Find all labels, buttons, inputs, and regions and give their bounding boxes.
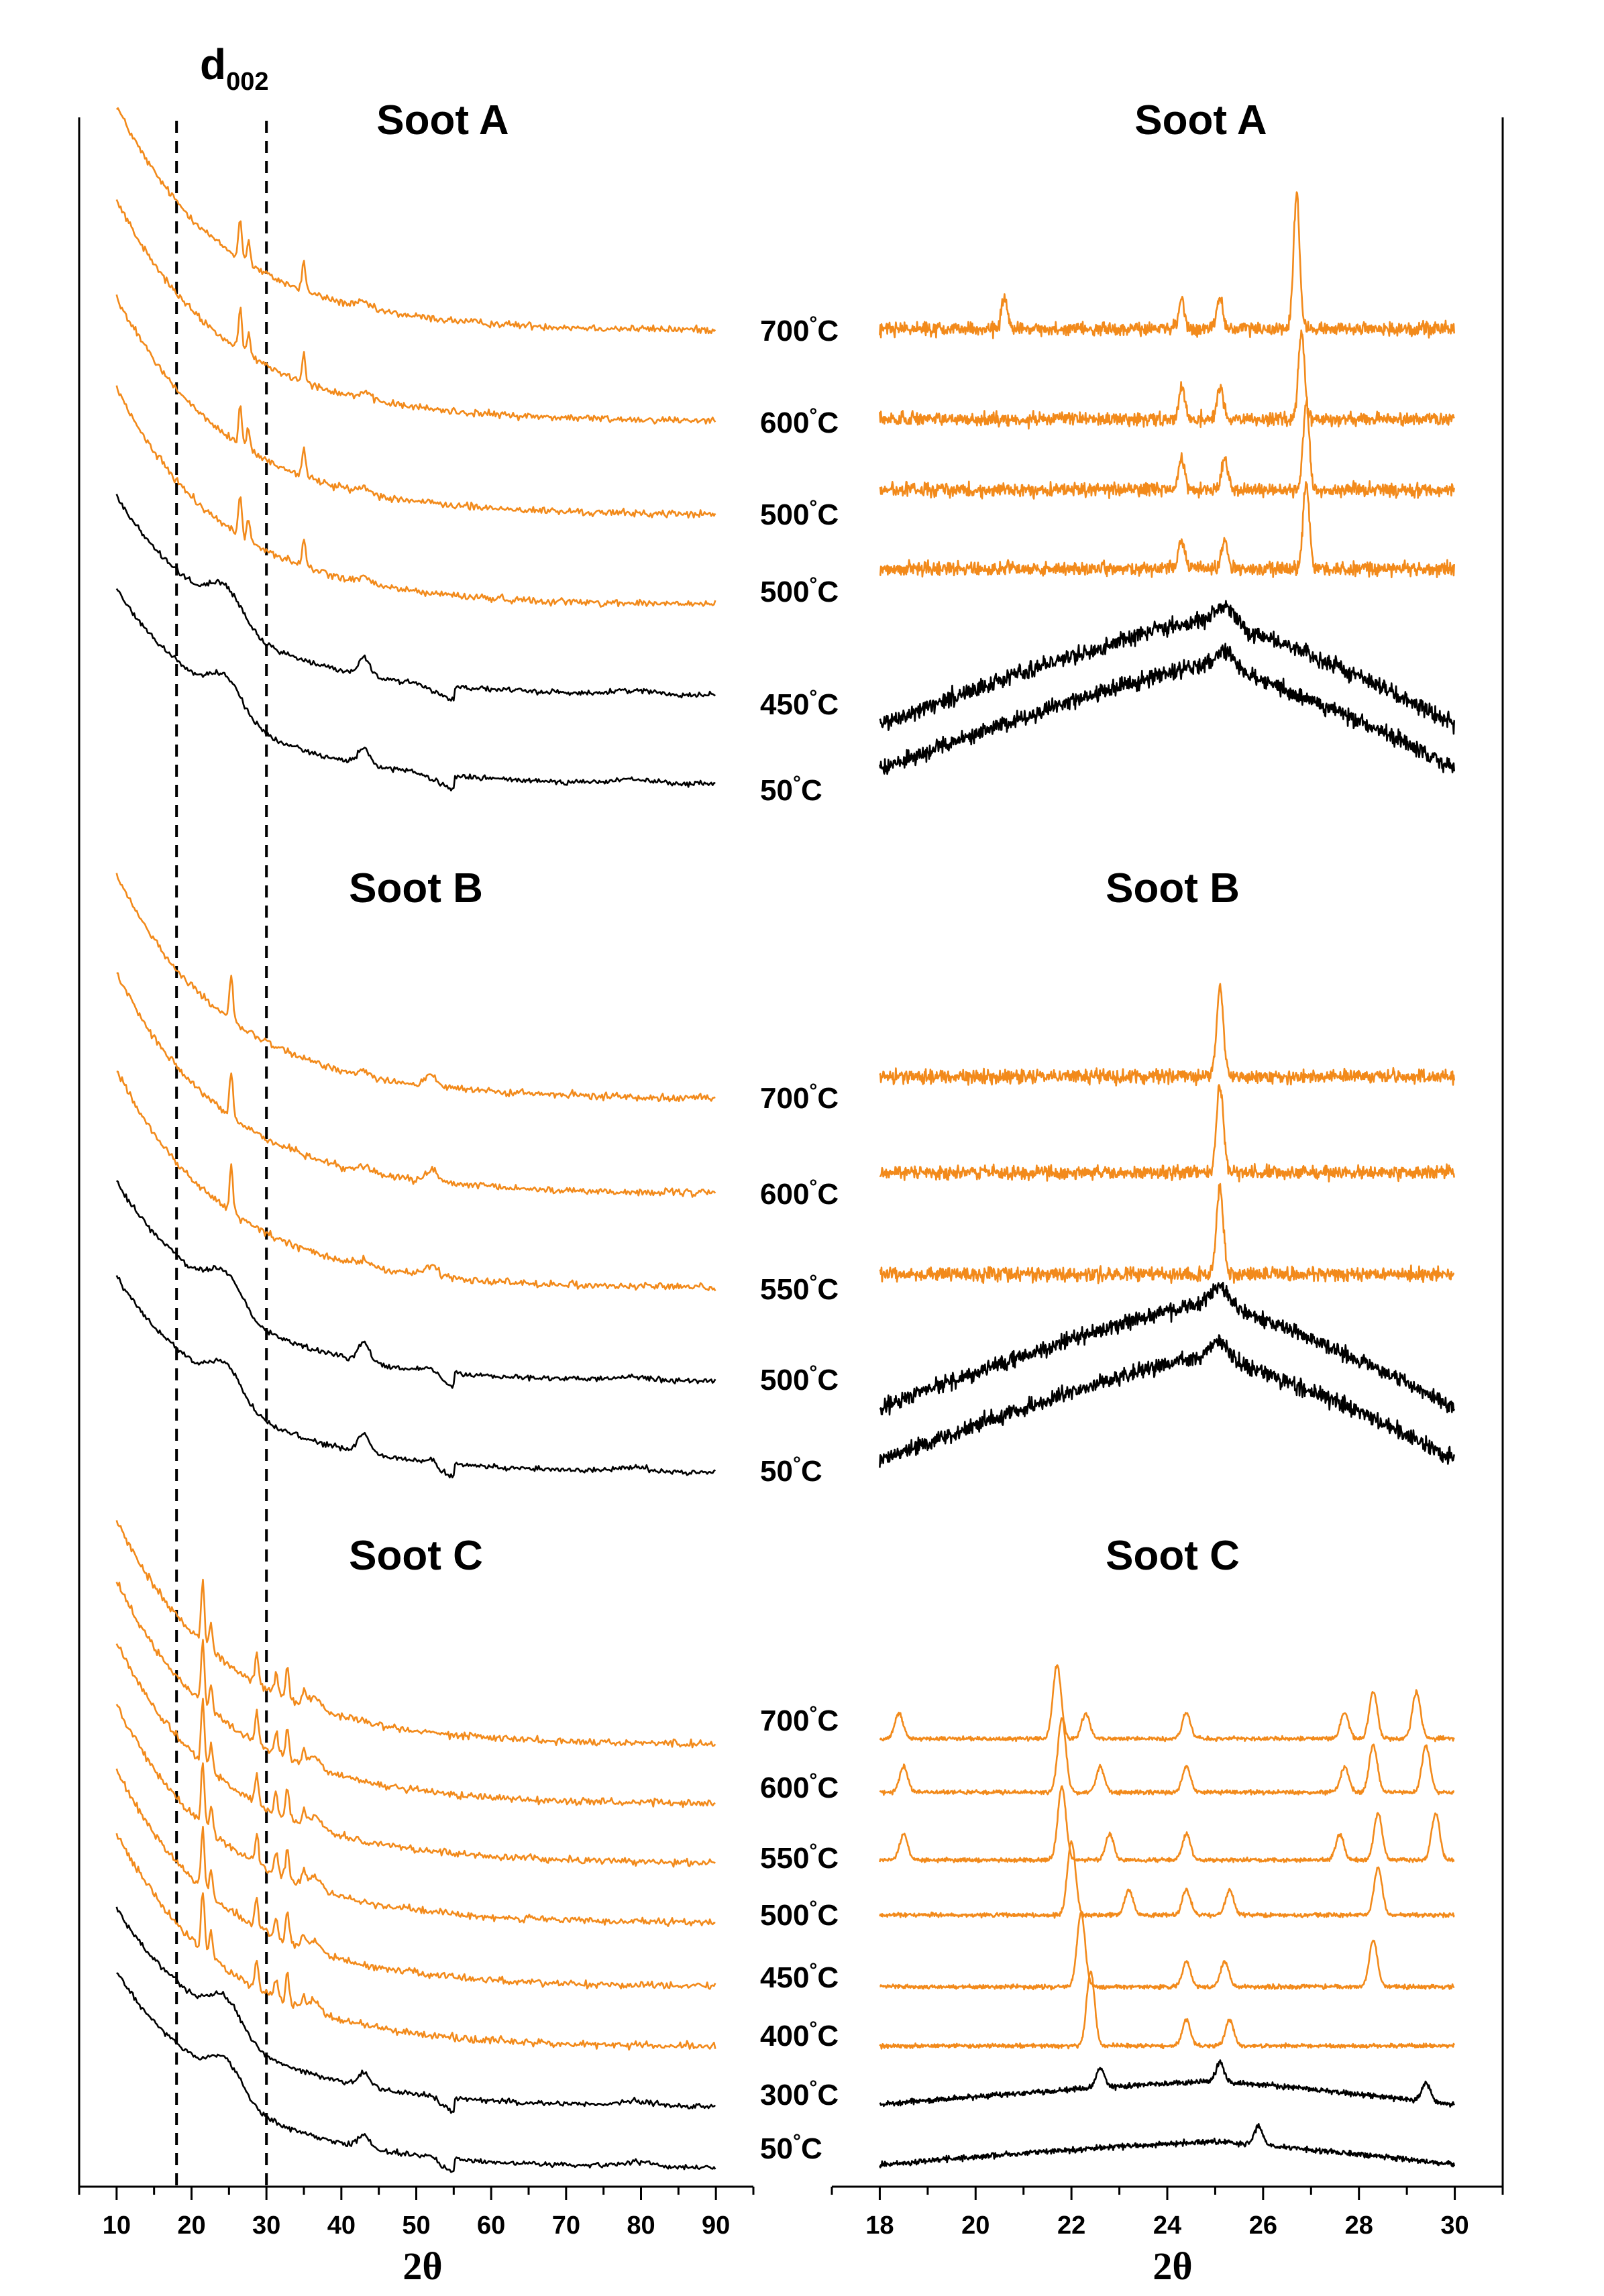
right-trace-600°C [879,1717,1455,1796]
temperature-label: 50°C [760,1453,822,1488]
left-x-tick-label: 30 [252,2211,280,2240]
temperature-label: 500°C [760,1362,839,1397]
left-x-tick-label: 50 [402,2211,430,2240]
right-panel: 18 20 22 24 26 28 30 2θ Soot A 700°C 600°C 500°C 500… [760,97,1504,2288]
temperature-label: 300°C [760,2077,839,2112]
d002-annotation-main: d [200,40,226,89]
right-trace-550°C [879,1183,1455,1284]
left-x-tick-label: 90 [702,2211,730,2240]
right-x-tick-label: 24 [1153,2211,1181,2240]
left-trace-50°C [115,588,716,791]
d002-annotation: d002 [200,40,269,96]
right-x-tick-label: 22 [1057,2211,1085,2240]
right-trace-700°C [879,983,1455,1087]
right-trace-500°C [879,1840,1455,1919]
left-trace-400°C [115,1833,716,2051]
left-panel: 10 20 30 40 50 60 70 80 90 2θ Soot A Soot B Soot C [78,97,755,2288]
temperature-label: 700°C [760,1702,839,1737]
right-trace-400°C [879,1970,1455,2050]
temperature-label: 450°C [760,1959,839,1994]
left-x-tick-label: 80 [627,2211,655,2240]
left-trace-500°C [115,385,716,608]
left-trace-500°C [115,294,716,519]
left-trace-600°C [115,199,716,425]
left-panel-title: Soot C [349,1533,483,1579]
right-trace-600°C [879,329,1455,430]
temperature-label: 550°C [760,1840,839,1875]
right-trace-300°C [879,2059,1455,2108]
left-trace-50°C [115,1274,716,1478]
left-trace-500°C [115,1180,716,1389]
left-trace-450°C [115,494,716,702]
right-trace-50°C [879,643,1455,775]
right-trace-550°C [879,1785,1455,1863]
right-trace-450°C [879,1911,1455,1991]
temperature-label: 450°C [760,686,839,721]
left-trace-50°C [116,1972,716,2173]
right-panel-title: Soot A [1134,97,1267,144]
temperature-label: 50°C [760,2130,822,2165]
left-trace-700°C [115,1520,716,1749]
left-trace-500°C [115,1704,716,1927]
left-panel-title: Soot A [376,97,509,144]
left-x-tick-label: 60 [477,2211,505,2240]
right-trace-600°C [879,1084,1455,1183]
right-trace-450°C [879,600,1455,735]
left-x-tick-label: 10 [103,2211,131,2240]
left-x-tick-label: 70 [552,2211,580,2240]
left-trace-300°C [115,1906,716,2114]
temperature-label: 700°C [760,1080,839,1115]
right-trace-50°C [879,1334,1455,1468]
left-panel-title: Soot B [349,865,483,912]
right-trace-700°C [879,1664,1455,1743]
left-x-tick-label: 20 [177,2211,205,2240]
temperature-label: 400°C [760,2018,839,2053]
temperature-label: 600°C [760,404,839,439]
left-trace-450°C [115,1768,716,1990]
left-trace-700°C [115,107,716,335]
temperature-label: 50°C [760,772,822,807]
left-trace-600°C [116,972,716,1198]
d002-annotation-sub: 002 [226,68,268,96]
right-trace-50°C [879,2123,1455,2169]
right-x-tick-label: 20 [961,2211,990,2240]
temperature-label: 700°C [760,313,839,347]
right-trace-700°C [879,191,1455,339]
right-x-tick-label: 18 [865,2211,894,2240]
temperature-label: 600°C [760,1176,839,1211]
right-panel-title: Soot B [1106,865,1240,912]
right-x-tick-label: 28 [1345,2211,1373,2240]
temperature-label: 500°C [760,1897,839,1932]
right-x-tick-label: 26 [1249,2211,1277,2240]
right-trace-500°C [879,398,1455,500]
left-trace-550°C [115,1643,716,1868]
temperature-label: 500°C [760,496,839,531]
temperature-label: 500°C [760,573,839,608]
right-x-tick-label: 30 [1440,2211,1468,2240]
right-trace-500°C [879,1281,1455,1416]
left-trace-600°C [115,1582,716,1808]
temperature-label: 600°C [760,1769,839,1804]
left-x-tick-label: 40 [327,2211,356,2240]
left-x-axis-label: 2θ [403,2244,442,2288]
right-trace-500°C [879,481,1455,579]
left-trace-550°C [116,1071,716,1292]
left-trace-700°C [115,873,716,1103]
right-panel-title: Soot C [1106,1533,1240,1579]
right-x-axis-label: 2θ [1153,2244,1192,2288]
temperature-label: 550°C [760,1271,839,1306]
